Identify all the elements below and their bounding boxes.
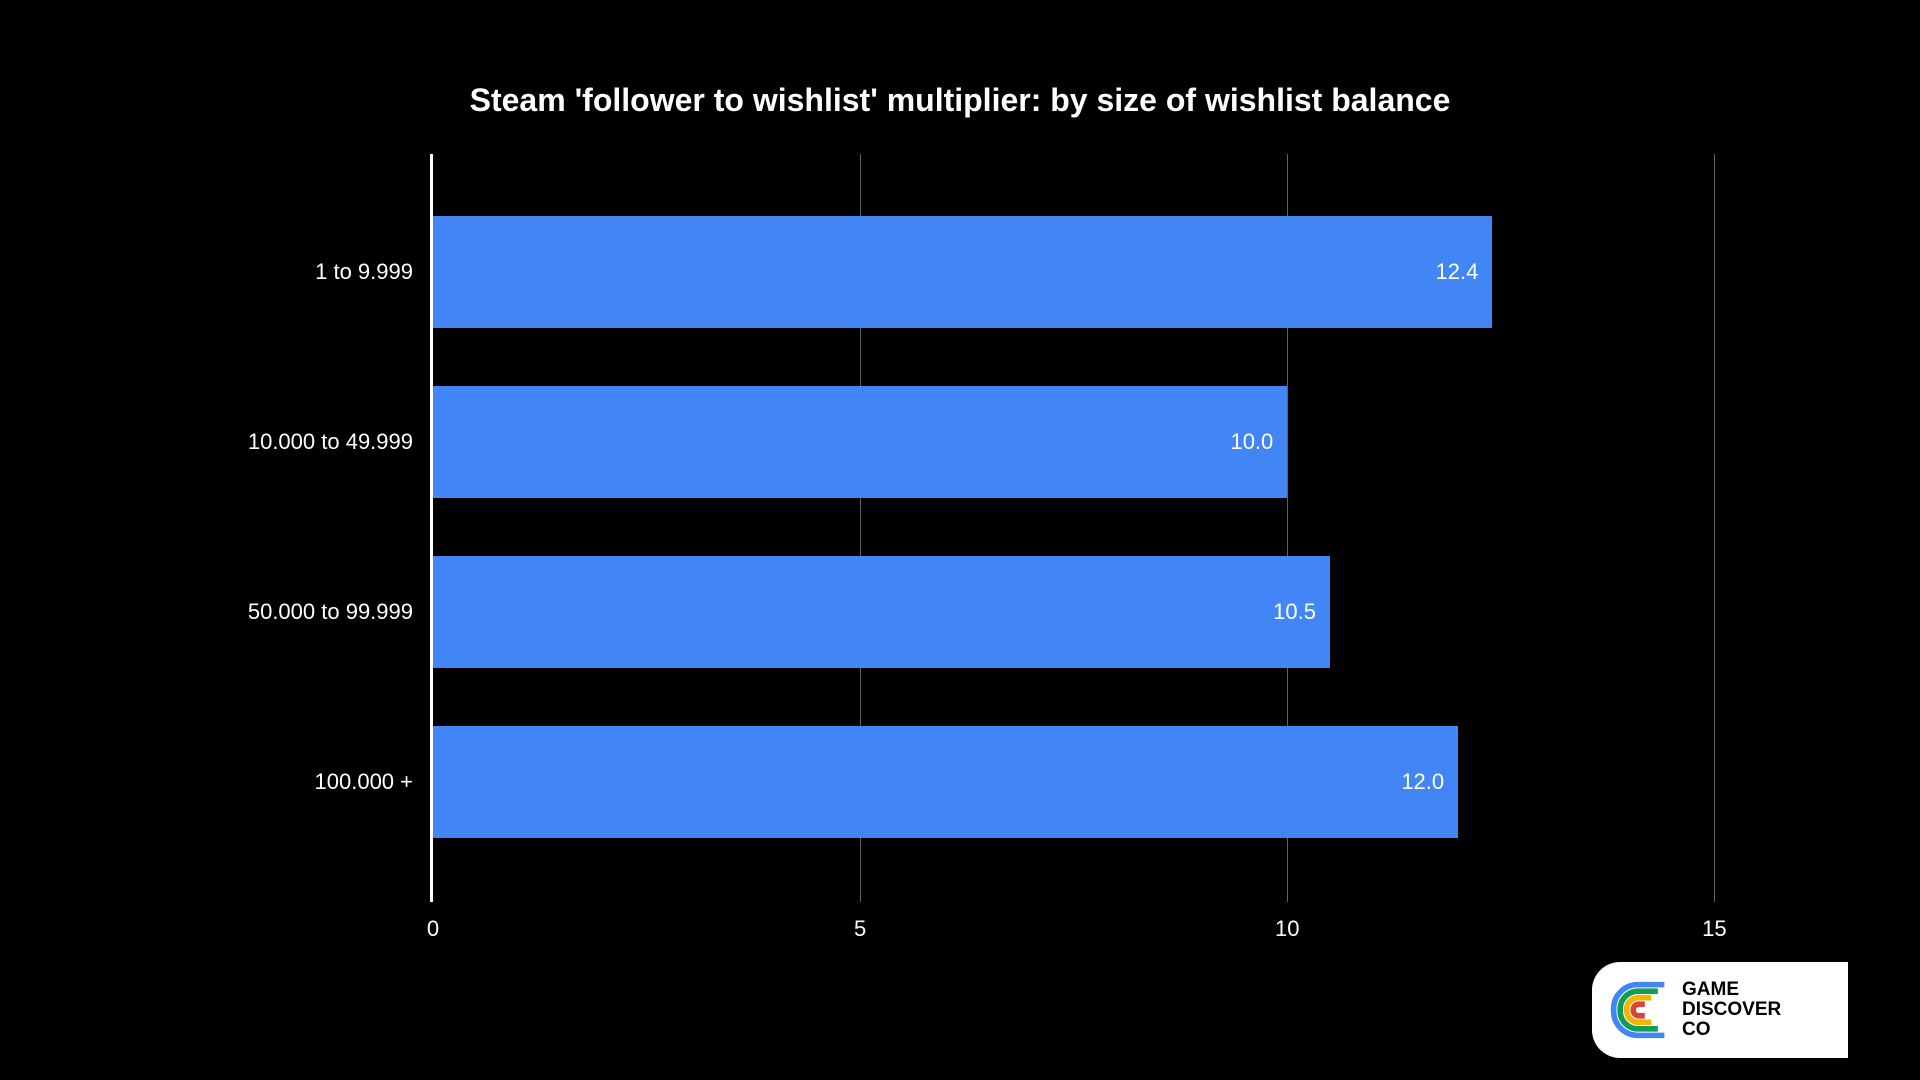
- x-tick-label: 10: [1275, 916, 1299, 942]
- x-tick-label: 15: [1702, 916, 1726, 942]
- x-gridline: [1714, 154, 1715, 902]
- bar-value-label: 12.4: [1435, 259, 1478, 285]
- brand-logo-text-line: CO: [1682, 1020, 1781, 1040]
- category-label: 10.000 to 49.999: [248, 429, 413, 455]
- chart-plot-area: 0510151 to 9.99912.410.000 to 49.99910.0…: [433, 154, 1920, 902]
- bar-value-label: 10.5: [1273, 599, 1316, 625]
- bar: [433, 726, 1458, 838]
- category-label: 50.000 to 99.999: [248, 599, 413, 625]
- bar: [433, 216, 1492, 328]
- brand-logo-text-line: GAME: [1682, 980, 1781, 1000]
- x-tick-label: 0: [427, 916, 439, 942]
- brand-logo-text-line: DISCOVER: [1682, 1000, 1781, 1020]
- category-label: 1 to 9.999: [315, 259, 413, 285]
- bar-value-label: 10.0: [1230, 429, 1273, 455]
- category-label: 100.000 +: [315, 769, 413, 795]
- brand-logo-text: GAMEDISCOVERCO: [1682, 980, 1781, 1040]
- bar-value-label: 12.0: [1401, 769, 1444, 795]
- bar: [433, 556, 1330, 668]
- brand-logo: GAMEDISCOVERCO: [1592, 962, 1848, 1058]
- x-tick-label: 5: [854, 916, 866, 942]
- chart-title: Steam 'follower to wishlist' multiplier:…: [0, 82, 1920, 119]
- brand-logo-icon: [1610, 981, 1668, 1039]
- bar: [433, 386, 1287, 498]
